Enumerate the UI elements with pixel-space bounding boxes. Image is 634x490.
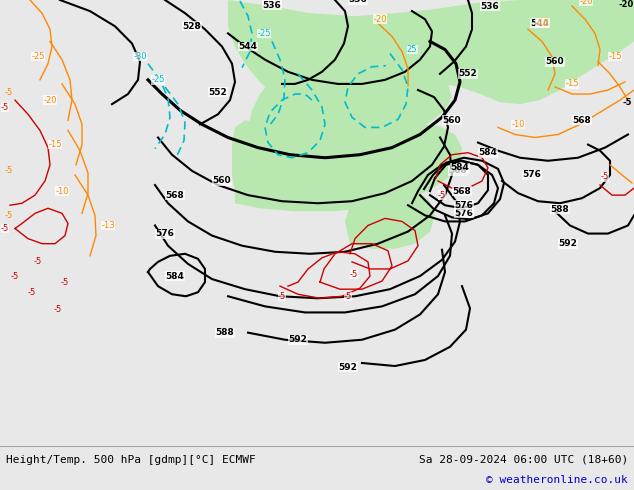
Text: -10: -10	[511, 120, 525, 129]
Text: -5: -5	[28, 288, 36, 297]
Text: 528: 528	[183, 22, 202, 31]
Text: 584: 584	[451, 163, 469, 172]
Text: 544: 544	[531, 19, 550, 28]
Text: 536: 536	[262, 0, 281, 10]
Text: -5: -5	[54, 305, 62, 314]
Text: 592: 592	[559, 239, 578, 248]
Text: -25: -25	[31, 52, 45, 61]
Text: 584: 584	[165, 271, 184, 281]
Text: -5: -5	[5, 88, 13, 97]
Text: 552: 552	[209, 88, 228, 97]
Text: 560: 560	[443, 116, 462, 125]
Text: -5: -5	[350, 270, 358, 278]
Text: © weatheronline.co.uk: © weatheronline.co.uk	[486, 475, 628, 485]
Text: -15: -15	[566, 79, 579, 88]
Text: 576: 576	[522, 171, 541, 179]
Text: 568: 568	[449, 167, 467, 175]
Text: -10: -10	[535, 19, 549, 28]
Text: 592: 592	[288, 335, 307, 344]
Text: -5: -5	[1, 224, 9, 233]
Text: -20: -20	[579, 0, 593, 5]
Text: -13: -13	[101, 221, 115, 230]
Text: -5: -5	[344, 292, 352, 301]
Text: -5: -5	[278, 292, 286, 301]
Text: 568: 568	[453, 187, 471, 196]
Text: 544: 544	[238, 42, 257, 51]
Text: 576: 576	[455, 201, 474, 210]
Text: 568: 568	[573, 116, 592, 125]
Text: -30: -30	[133, 52, 147, 61]
Text: 536: 536	[481, 1, 500, 11]
Text: -5: -5	[438, 191, 446, 199]
Text: 576: 576	[455, 209, 474, 218]
Text: 576: 576	[155, 229, 174, 238]
Text: 536: 536	[349, 0, 367, 4]
Text: 588: 588	[216, 328, 235, 337]
Polygon shape	[248, 69, 452, 153]
Polygon shape	[345, 185, 435, 249]
Polygon shape	[232, 121, 462, 211]
Polygon shape	[228, 0, 634, 126]
Text: 568: 568	[165, 191, 184, 199]
Text: -20: -20	[373, 15, 387, 24]
Text: -5: -5	[11, 271, 19, 281]
Text: -20: -20	[43, 96, 57, 104]
Text: -15: -15	[608, 52, 622, 61]
Text: Sa 28-09-2024 06:00 UTC (18+60): Sa 28-09-2024 06:00 UTC (18+60)	[418, 455, 628, 465]
Text: -5: -5	[601, 172, 609, 181]
Text: -5: -5	[61, 278, 69, 287]
Text: -15: -15	[48, 140, 61, 149]
Text: -25: -25	[152, 75, 165, 84]
Text: -20: -20	[619, 0, 634, 9]
Text: -25: -25	[257, 29, 271, 38]
Text: 552: 552	[458, 69, 477, 78]
Text: Height/Temp. 500 hPa [gdmp][°C] ECMWF: Height/Temp. 500 hPa [gdmp][°C] ECMWF	[6, 455, 256, 465]
Text: 588: 588	[550, 205, 569, 214]
Text: -5: -5	[5, 167, 13, 175]
Text: 584: 584	[479, 148, 498, 157]
Text: -5: -5	[34, 257, 42, 267]
Text: -5: -5	[1, 103, 9, 112]
Text: 25: 25	[407, 45, 417, 54]
Text: -5: -5	[5, 211, 13, 220]
Text: 560: 560	[212, 176, 231, 186]
Text: 592: 592	[339, 363, 358, 371]
Text: -5: -5	[623, 98, 632, 107]
Text: -10: -10	[55, 187, 68, 196]
Text: 560: 560	[546, 57, 564, 66]
